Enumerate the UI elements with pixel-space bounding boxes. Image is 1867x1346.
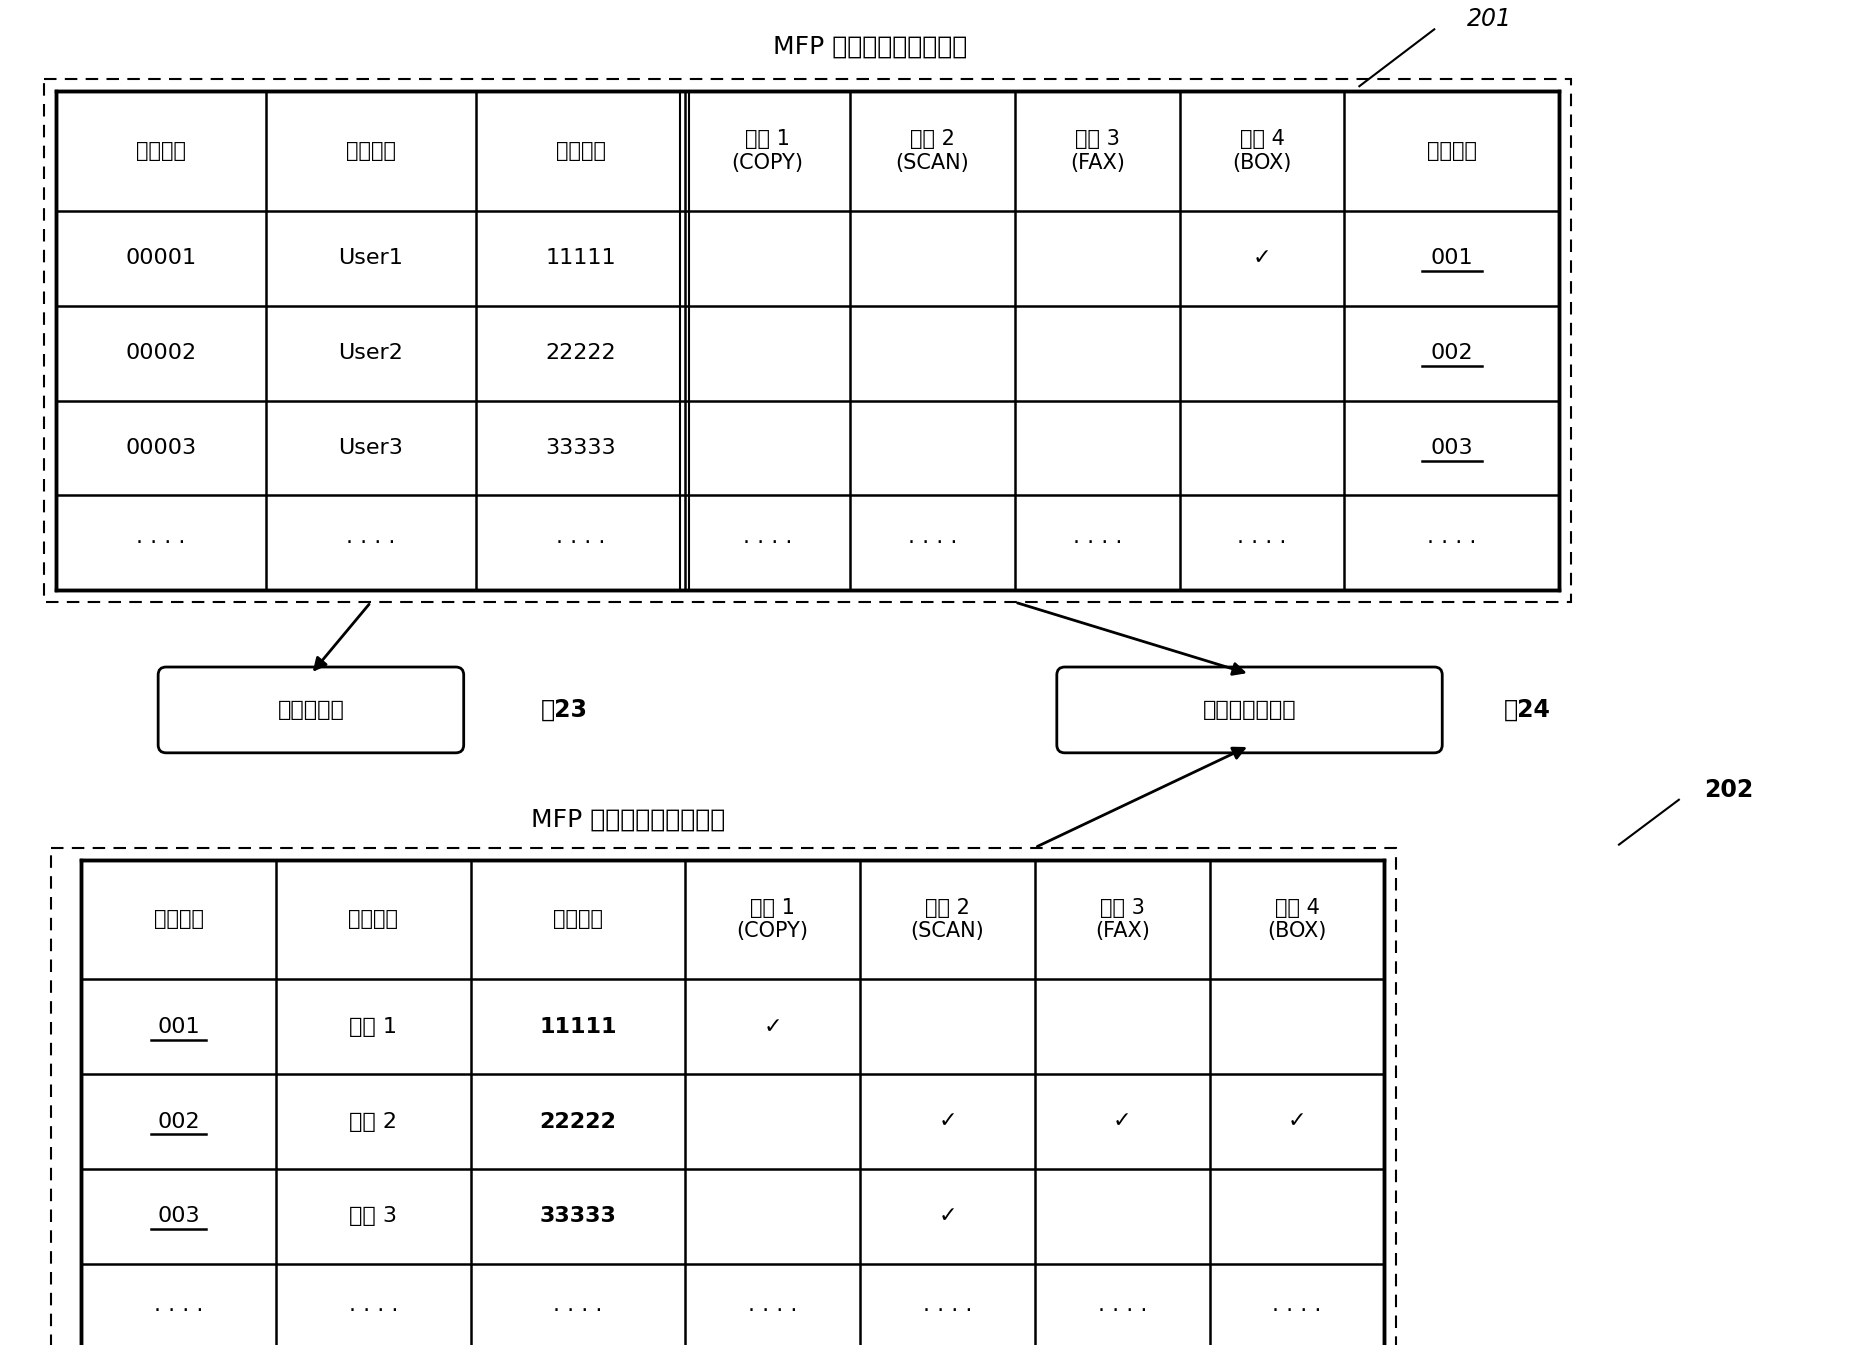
Text: 22222: 22222 [545, 343, 616, 363]
Text: · · · ·: · · · · [1072, 533, 1122, 553]
Bar [56, 92, 1559, 590]
Text: 任务 1
(COPY): 任务 1 (COPY) [732, 129, 805, 172]
Text: ✓: ✓ [1113, 1112, 1131, 1132]
Text: ✓: ✓ [764, 1016, 782, 1036]
Text: 任务 1
(COPY): 任务 1 (COPY) [737, 898, 808, 941]
Text: ✓: ✓ [937, 1112, 956, 1132]
Text: · · · ·: · · · · [556, 533, 605, 553]
Text: ✓: ✓ [937, 1206, 956, 1226]
Text: · · · ·: · · · · [345, 533, 396, 553]
Text: 任务 2
(SCAN): 任务 2 (SCAN) [911, 898, 984, 941]
Text: User2: User2 [338, 343, 403, 363]
Text: 用户名称: 用户名称 [349, 910, 398, 930]
Text: ✓: ✓ [1253, 249, 1271, 268]
Text: 11111: 11111 [540, 1016, 616, 1036]
Text: User3: User3 [338, 437, 403, 458]
Text: 用户名称: 用户名称 [345, 141, 396, 162]
Text: 00003: 00003 [125, 437, 196, 458]
Text: 003: 003 [1430, 437, 1473, 458]
Text: 33333: 33333 [545, 437, 616, 458]
Text: · · · ·: · · · · [907, 533, 958, 553]
Text: User1: User1 [338, 249, 403, 268]
Text: 22222: 22222 [540, 1112, 616, 1132]
Text: 用户号码: 用户号码 [136, 141, 187, 162]
Text: 003: 003 [157, 1206, 200, 1226]
Text: 任务 3
(FAX): 任务 3 (FAX) [1094, 898, 1150, 941]
Text: 任务 2
(SCAN): 任务 2 (SCAN) [896, 129, 969, 172]
Bar [50, 848, 1397, 1346]
Text: 用户号码: 用户号码 [153, 910, 204, 930]
Text: · · · ·: · · · · [153, 1302, 204, 1322]
Text: · · · ·: · · · · [922, 1302, 973, 1322]
FancyBboxPatch shape [1057, 668, 1441, 752]
Text: 202: 202 [1705, 778, 1753, 802]
Text: 认证数据库: 认证数据库 [278, 700, 344, 720]
Text: 部门 3: 部门 3 [349, 1206, 398, 1226]
Text: MFP 的内部用户管理数据: MFP 的内部用户管理数据 [773, 34, 967, 58]
Text: 001: 001 [1430, 249, 1473, 268]
Text: 部门代码: 部门代码 [553, 910, 603, 930]
Text: 33333: 33333 [540, 1206, 616, 1226]
Text: 部门 2: 部门 2 [349, 1112, 398, 1132]
Text: 用户密码: 用户密码 [556, 141, 605, 162]
Text: 001: 001 [157, 1016, 200, 1036]
Text: 00001: 00001 [125, 249, 196, 268]
Text: 任务 3
(FAX): 任务 3 (FAX) [1070, 129, 1124, 172]
Text: 002: 002 [157, 1112, 200, 1132]
Bar [82, 860, 1383, 1346]
Text: · · · ·: · · · · [349, 1302, 398, 1322]
Bar [45, 79, 1570, 602]
Text: 11111: 11111 [545, 249, 616, 268]
Text: 00002: 00002 [125, 343, 196, 363]
Text: 201: 201 [1467, 7, 1512, 31]
Text: · · · ·: · · · · [1426, 533, 1477, 553]
Text: · · · ·: · · · · [1098, 1302, 1146, 1322]
Text: 部门号码: 部门号码 [1426, 141, 1477, 162]
Text: · · · ·: · · · · [749, 1302, 797, 1322]
Text: 任务管理数据库: 任务管理数据库 [1202, 700, 1296, 720]
Text: 任务 4
(BOX): 任务 4 (BOX) [1268, 898, 1327, 941]
FancyBboxPatch shape [159, 668, 463, 752]
Text: 任务 4
(BOX): 任务 4 (BOX) [1232, 129, 1292, 172]
Text: ～23: ～23 [541, 699, 588, 721]
Text: · · · ·: · · · · [743, 533, 792, 553]
Text: · · · ·: · · · · [136, 533, 187, 553]
Text: ～24: ～24 [1505, 699, 1551, 721]
Text: · · · ·: · · · · [553, 1302, 603, 1322]
Text: · · · ·: · · · · [1271, 1302, 1322, 1322]
Text: 部门 1: 部门 1 [349, 1016, 398, 1036]
Text: MFP 的内部用户管理数据: MFP 的内部用户管理数据 [532, 808, 726, 832]
Text: ✓: ✓ [1288, 1112, 1307, 1132]
Text: 002: 002 [1430, 343, 1473, 363]
Text: · · · ·: · · · · [1238, 533, 1286, 553]
